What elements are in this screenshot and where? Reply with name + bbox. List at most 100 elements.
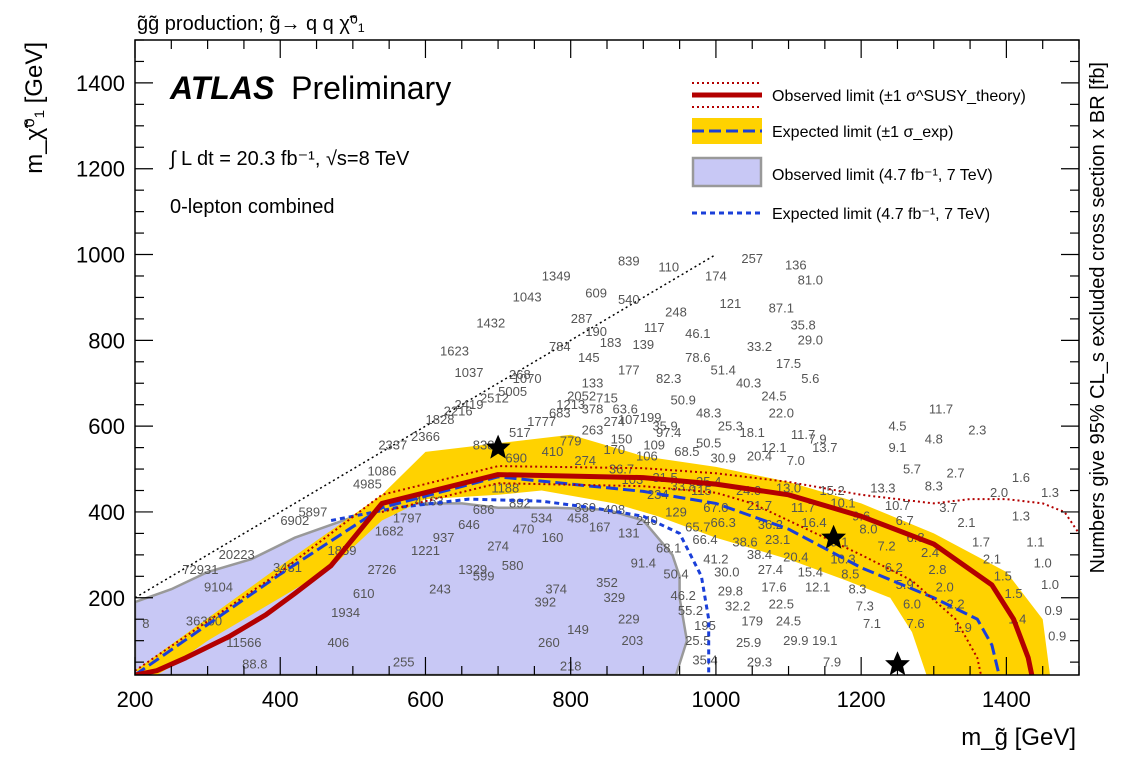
cell-value: 106 (636, 449, 658, 464)
z-axis-label: Numbers give 95% CL_s excluded cross sec… (1087, 62, 1109, 573)
cell-value: 8.5 (841, 567, 859, 582)
cell-value: 11566 (226, 635, 261, 650)
cell-value: 1.3 (1012, 509, 1030, 524)
cell-value: 195 (694, 618, 716, 633)
cell-value: 263 (582, 423, 604, 438)
cell-value: 937 (433, 530, 455, 545)
cell-value: 1828 (426, 412, 455, 427)
cell-value: 109 (643, 438, 665, 453)
cell-value: 19.1 (812, 633, 837, 648)
cell-value: 107 (618, 412, 640, 427)
cell-value: 8.0 (859, 521, 877, 536)
cell-value: 21.7 (747, 498, 772, 513)
x-tick-label: 800 (552, 687, 589, 712)
cell-value: 4.5 (888, 418, 906, 433)
legend-old-observed-label: Observed limit (4.7 fb⁻¹, 7 TeV) (772, 167, 993, 184)
cell-value: 374 (545, 582, 567, 597)
cell-value: 177 (618, 363, 640, 378)
cell-value: 7.9 (823, 654, 841, 669)
cell-value: 15.4 (798, 564, 823, 579)
cell-value: 1213 (556, 397, 585, 412)
cell-value: 12.1 (761, 440, 786, 455)
cell-value: 23.1 (765, 532, 790, 547)
cell-value: 9104 (204, 579, 233, 594)
legend-observed-label: Observed limit (±1 σ^SUSY_theory) (772, 88, 1026, 105)
cell-value: 534 (531, 511, 553, 526)
cell-value: 2216 (444, 403, 473, 418)
cell-value: 13.3 (870, 481, 895, 496)
cell-value: 136 (785, 258, 807, 273)
cell-value: 2.8 (928, 562, 946, 577)
cell-value: 81.0 (798, 273, 823, 288)
cell-value: 179 (741, 614, 763, 629)
cell-value: 11.7 (791, 500, 815, 515)
cell-value: 352 (596, 575, 618, 590)
cell-value: 7.0 (787, 453, 805, 468)
cell-value: 8 (142, 616, 149, 631)
cell-value: 190 (585, 324, 607, 339)
cell-value: 260 (538, 635, 560, 650)
cell-value: 2726 (367, 562, 396, 577)
cell-value: 66.4 (692, 532, 717, 547)
cell-value: 25.3 (718, 418, 743, 433)
cell-value: 150 (611, 431, 633, 446)
cell-value: 1797 (393, 511, 422, 526)
cell-value: 580 (502, 558, 524, 573)
cell-value: 0.9 (1045, 603, 1063, 618)
cell-value: 51.4 (711, 363, 736, 378)
cell-value: 8.3 (848, 582, 866, 597)
cell-value: 7.1 (863, 616, 881, 631)
cell-value: 10.7 (885, 498, 910, 513)
legend: Observed limit (±1 σ^SUSY_theory) Expect… (691, 82, 1026, 223)
cell-value: 20.4 (747, 449, 772, 464)
cell-value: 12.1 (805, 579, 830, 594)
cell-value: 6.7 (896, 513, 914, 528)
cell-value: 1086 (367, 464, 396, 479)
legend-old-expected-label: Expected limit (4.7 fb⁻¹, 7 TeV) (772, 206, 990, 223)
plot-title: g̃g̃ production; g̃→ q q χ̃⁰₁ (137, 13, 365, 35)
cell-value: 1623 (440, 343, 469, 358)
observed-line (135, 472, 1035, 675)
cell-value: 2.1 (957, 515, 975, 530)
cell-value: 29.3 (747, 654, 772, 669)
cell-value: 0.9 (1048, 629, 1066, 644)
cell-value: 392 (534, 594, 556, 609)
cell-value: 24.5 (761, 388, 786, 403)
cell-value: 170 (603, 442, 625, 457)
cell-value: 257 (741, 251, 763, 266)
cell-value: 268 (509, 367, 531, 382)
cell-value: 2.3 (968, 423, 986, 438)
cell-value: 2419 (455, 397, 484, 412)
cell-value: 87.1 (769, 300, 794, 315)
cell-value: 72931 (182, 562, 218, 577)
cell-value: 5005 (498, 384, 527, 399)
cell-value: 1934 (331, 605, 360, 620)
cell-value: 4985 (353, 476, 382, 491)
cell-value: 690 (505, 451, 527, 466)
cell-value: 167 (589, 519, 611, 534)
cell-value: 203 (622, 633, 644, 648)
cell-value: 139 (632, 337, 654, 352)
cell-value: 25.9 (736, 635, 761, 650)
cell-value: 11.7 (791, 427, 815, 442)
y-tick-label: 400 (88, 500, 125, 525)
cell-value: 892 (509, 496, 531, 511)
x-tick-label: 1200 (837, 687, 886, 712)
cell-value: 7.6 (907, 616, 925, 631)
cell-value: 1.5 (994, 569, 1012, 584)
cell-value: 1.0 (1034, 556, 1052, 571)
cell-value: 1432 (476, 316, 505, 331)
cell-value: 248 (665, 305, 687, 320)
cell-value: 97.4 (656, 425, 681, 440)
cell-value: 33.2 (747, 339, 772, 354)
cell-value: 27.4 (758, 562, 783, 577)
cell-value: 7.3 (856, 599, 874, 614)
cell-value: 229 (618, 612, 640, 627)
cell-value: 55.2 (678, 603, 703, 618)
cell-value: 540 (618, 292, 640, 307)
cell-value: 838 (473, 438, 495, 453)
cell-value: 1.7 (972, 534, 990, 549)
cell-value: 5897 (298, 504, 327, 519)
expected-band (135, 434, 1050, 675)
